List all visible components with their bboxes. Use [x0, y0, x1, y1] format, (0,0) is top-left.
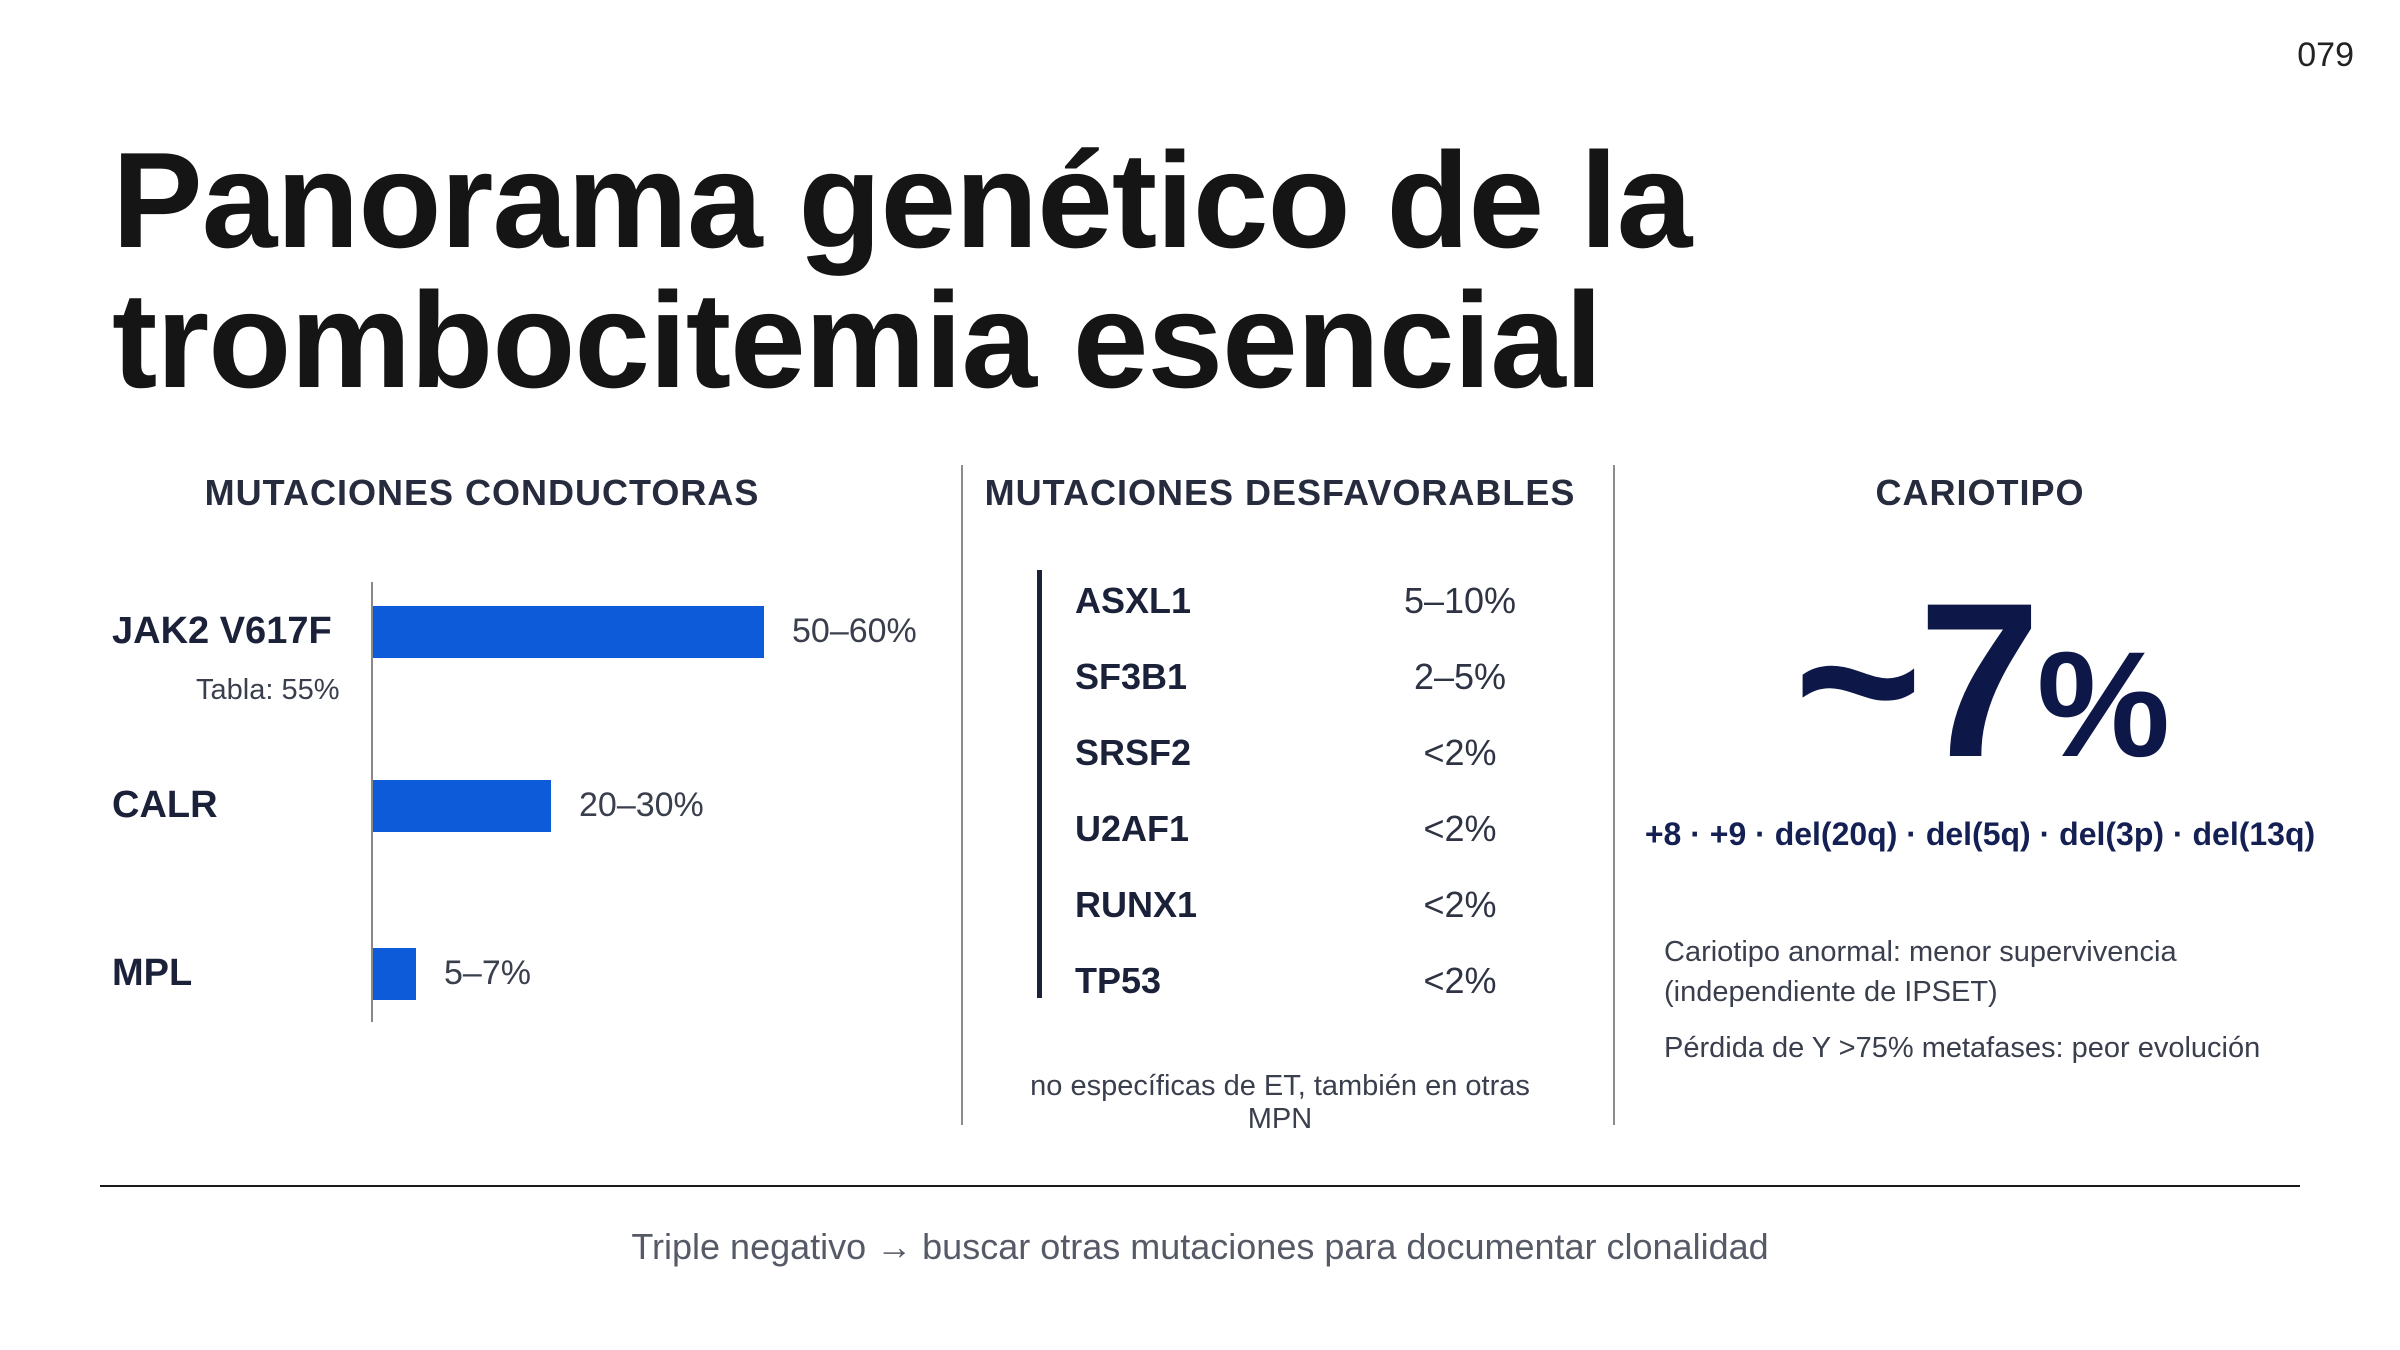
table-row: RUNX1 <2%: [1075, 884, 1535, 934]
bar-value-jak2: 50–60%: [792, 612, 917, 650]
gene-frequency: <2%: [1423, 808, 1497, 849]
gene-frequency: <2%: [1423, 960, 1497, 1001]
chart-axis: [371, 582, 373, 1022]
bar-label-jak2: JAK2 V617F: [112, 610, 332, 652]
bar-value-mpl: 5–7%: [444, 954, 531, 992]
page-number: 079: [2297, 36, 2354, 74]
table-row: TP53 <2%: [1075, 960, 1535, 1010]
bar-mpl: [373, 948, 416, 1000]
table-bracket: [1037, 570, 1042, 998]
karyotype-abnormalities: +8 · +9 · del(20q) · del(5q) · del(3p) ·…: [1644, 816, 2316, 852]
karyotype-heading: CARIOTIPO: [1875, 472, 2085, 513]
karyotype-note-line-2: (independiente de IPSET): [1664, 976, 1998, 1008]
table-row: SF3B1 2–5%: [1075, 656, 1535, 706]
table-row: SRSF2 <2%: [1075, 732, 1535, 782]
column-divider-2: [1613, 465, 1615, 1125]
gene-name: SRSF2: [1075, 732, 1192, 773]
bar-sublabel-jak2: Tabla: 55%: [196, 674, 340, 706]
driver-mutations-heading: MUTACIONES CONDUCTORAS: [204, 472, 760, 513]
gene-name: ASXL1: [1075, 580, 1192, 621]
title-line-2: trombocitemia esencial: [112, 264, 1603, 416]
gene-name: U2AF1: [1075, 808, 1190, 849]
karyotype-note-line-1: Cariotipo anormal: menor supervivencia: [1664, 936, 2177, 968]
table-row: U2AF1 <2%: [1075, 808, 1535, 858]
bar-label-calr: CALR: [112, 784, 218, 826]
bar-calr: [373, 780, 551, 832]
bar-jak2: [373, 606, 764, 658]
slide-title: Panorama genético de la trombocitemia es…: [112, 130, 2012, 410]
karyotype-note-survival: Cariotipo anormal: menor supervivencia (…: [1664, 932, 2177, 1012]
gene-frequency: <2%: [1423, 732, 1497, 773]
karyotype-note-y-loss: Pérdida de Y >75% metafases: peor evoluc…: [1664, 1032, 2261, 1064]
gene-frequency: 2–5%: [1413, 656, 1507, 697]
unfavorable-mutations-heading: MUTACIONES DESFAVORABLES: [984, 472, 1576, 513]
karyotype-value: ~7: [1793, 557, 2041, 803]
gene-name: SF3B1: [1075, 656, 1188, 697]
bar-label-mpl: MPL: [112, 952, 193, 994]
column-divider-1: [961, 465, 963, 1125]
unfavorable-footnote: no específicas de ET, también en otras M…: [1030, 1070, 1530, 1135]
bar-value-calr: 20–30%: [579, 786, 704, 824]
bottom-divider: [100, 1185, 2300, 1187]
gene-frequency: <2%: [1423, 884, 1497, 925]
bottom-note: Triple negativo → buscar otras mutacione…: [631, 1226, 1769, 1267]
title-line-1: Panorama genético de la: [112, 124, 1692, 276]
gene-frequency: 5–10%: [1403, 580, 1517, 621]
karyotype-unit: %: [2036, 620, 2170, 788]
table-row: ASXL1 5–10%: [1075, 580, 1535, 630]
gene-name: TP53: [1075, 960, 1162, 1001]
gene-name: RUNX1: [1075, 884, 1198, 925]
karyotype-big-number: ~7%: [1610, 570, 2350, 814]
